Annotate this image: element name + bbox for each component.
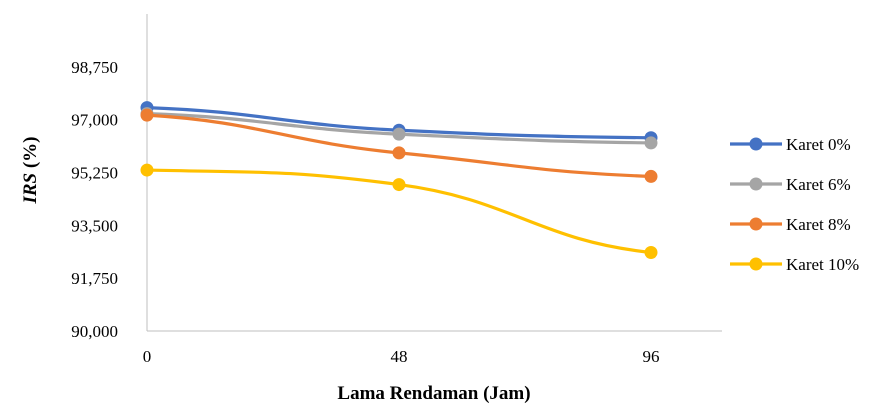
legend-marker xyxy=(749,137,763,151)
legend-label: Karet 8% xyxy=(786,215,851,234)
y-axis-title: IRS (%) xyxy=(20,136,41,204)
legend-label: Karet 6% xyxy=(786,175,851,194)
x-tick-labels: 0 48 96 xyxy=(143,347,660,366)
x-axis-title: Lama Rendaman (Jam) xyxy=(337,383,530,404)
series-point xyxy=(140,108,154,122)
y-axis-title-suffix: (%) xyxy=(20,136,41,172)
legend-item: Karet 8% xyxy=(730,215,851,234)
y-tick-label: 93,500 xyxy=(71,216,118,235)
series-point xyxy=(140,163,154,177)
y-tick-label: 98,750 xyxy=(71,58,118,77)
series-point xyxy=(392,146,406,160)
y-tick-label: 90,000 xyxy=(71,322,118,341)
x-tick-label: 96 xyxy=(643,347,660,366)
y-tick-label: 95,250 xyxy=(71,164,118,183)
x-tick-label: 0 xyxy=(143,347,152,366)
y-tick-labels: 90,000 91,750 93,500 95,250 97,000 98,750 xyxy=(71,58,118,341)
x-tick-label: 48 xyxy=(391,347,408,366)
series-point xyxy=(392,178,406,192)
legend-item: Karet 0% xyxy=(730,135,851,154)
legend-marker xyxy=(749,177,763,191)
plot-area xyxy=(140,101,658,260)
series-point xyxy=(644,136,658,150)
series-point xyxy=(644,246,658,260)
y-tick-label: 97,000 xyxy=(71,111,118,130)
legend-item: Karet 6% xyxy=(730,175,851,194)
series-point xyxy=(644,169,658,183)
series-point xyxy=(392,127,406,141)
legend: Karet 0% Karet 6% Karet 8% Karet 10% xyxy=(730,135,859,274)
y-axis-title-prefix: IRS xyxy=(20,173,41,205)
legend-label: Karet 0% xyxy=(786,135,851,154)
legend-marker xyxy=(749,217,763,231)
y-tick-label: 91,750 xyxy=(71,269,118,288)
legend-item: Karet 10% xyxy=(730,255,859,274)
legend-label: Karet 10% xyxy=(786,255,859,274)
legend-marker xyxy=(749,257,763,271)
